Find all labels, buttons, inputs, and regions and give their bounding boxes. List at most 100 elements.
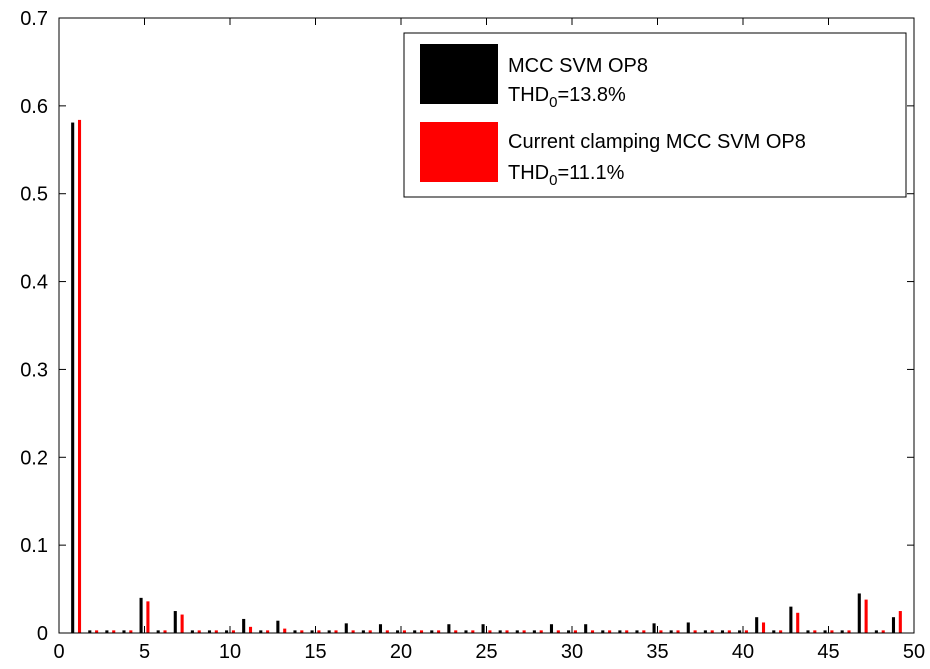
bar-current-clamping-h28 [539, 630, 543, 633]
bar-current-clamping-h13 [283, 628, 287, 633]
bar-mcc-svm-h47 [857, 593, 861, 633]
legend-swatch [420, 44, 498, 104]
bar-current-clamping-h44 [813, 630, 817, 633]
bar-mcc-svm-h2 [88, 630, 92, 633]
x-tick-label: 50 [903, 641, 925, 663]
bar-current-clamping-h35 [659, 630, 663, 633]
bar-mcc-svm-h41 [755, 617, 759, 633]
y-tick-label: 0.5 [20, 184, 48, 206]
bar-current-clamping-h18 [368, 630, 372, 633]
bar-current-clamping-h9 [214, 630, 218, 633]
legend-thd: THD0=13.8% [508, 84, 626, 111]
bar-current-clamping-h12 [266, 630, 270, 633]
bar-mcc-svm-h43 [789, 606, 793, 633]
bar-mcc-svm-h28 [532, 630, 536, 633]
bar-mcc-svm-h44 [806, 630, 810, 633]
bar-mcc-svm-h48 [874, 630, 878, 633]
bar-current-clamping-h10 [231, 630, 235, 633]
bar-mcc-svm-h14 [293, 630, 297, 633]
bar-current-clamping-h22 [437, 630, 441, 633]
legend-label: Current clamping MCC SVM OP8 [508, 131, 806, 153]
bar-mcc-svm-h26 [498, 630, 502, 633]
x-tick-label: 35 [646, 641, 668, 663]
bar-mcc-svm-h17 [344, 623, 348, 633]
bar-current-clamping-h43 [796, 612, 800, 633]
bar-current-clamping-h45 [830, 630, 834, 633]
bar-mcc-svm-h25 [481, 624, 485, 633]
bar-mcc-svm-h39 [720, 630, 725, 633]
y-tick-label: 0.7 [20, 8, 48, 30]
bar-current-clamping-h40 [744, 630, 748, 633]
bar-current-clamping-h25 [488, 630, 492, 633]
bar-mcc-svm-h38 [703, 630, 707, 633]
x-tick-label: 40 [732, 641, 754, 663]
bar-mcc-svm-h24 [464, 630, 468, 633]
bar-mcc-svm-h45 [823, 630, 827, 633]
bar-current-clamping-h1 [77, 119, 82, 633]
y-tick-label: 0.6 [20, 96, 48, 118]
bar-current-clamping-h15 [317, 630, 321, 633]
bar-current-clamping-h23 [454, 630, 458, 633]
bar-current-clamping-h33 [625, 630, 629, 633]
bar-current-clamping-h8 [197, 630, 201, 633]
y-tick-label: 0.3 [20, 359, 48, 381]
bar-mcc-svm-h1 [71, 122, 75, 634]
bar-current-clamping-h31 [590, 630, 595, 633]
bar-current-clamping-h16 [334, 630, 338, 633]
bar-mcc-svm-h19 [378, 624, 383, 633]
bars-group [71, 119, 902, 634]
x-tick-label: 30 [561, 641, 583, 663]
x-tick-label: 10 [219, 641, 241, 663]
legend-label: MCC SVM OP8 [508, 55, 648, 77]
bar-mcc-svm-h42 [772, 630, 776, 633]
x-tick-label: 45 [817, 641, 839, 663]
bar-mcc-svm-h36 [669, 630, 673, 633]
bar-current-clamping-h2 [95, 630, 99, 633]
x-tick-label: 15 [304, 641, 326, 663]
bar-current-clamping-h20 [402, 630, 406, 633]
bar-mcc-svm-h20 [396, 630, 400, 633]
bar-current-clamping-h32 [608, 630, 612, 633]
bar-current-clamping-h11 [248, 626, 253, 633]
bar-mcc-svm-h16 [327, 630, 331, 633]
bar-mcc-svm-h29 [549, 624, 554, 633]
bar-mcc-svm-h35 [652, 623, 656, 633]
bar-mcc-svm-h22 [430, 630, 434, 633]
plot-area-frame [58, 17, 915, 634]
bar-mcc-svm-h31 [584, 624, 588, 633]
bar-current-clamping-h38 [710, 630, 714, 633]
bar-current-clamping-h27 [522, 630, 526, 633]
bar-mcc-svm-h8 [190, 630, 194, 633]
bar-current-clamping-h37 [693, 630, 697, 633]
bar-mcc-svm-h6 [156, 630, 160, 633]
bar-current-clamping-h36 [676, 630, 680, 633]
ticks-group: 0 5 10 15 20 25 30 35 40 45 50 0 0.1 0.2 0.3 0.4 0.5 0.6 0… [20, 8, 925, 663]
bar-mcc-svm-h21 [413, 630, 417, 633]
bar-mcc-svm-h49 [891, 617, 896, 633]
bar-mcc-svm-h12 [259, 630, 263, 633]
bar-mcc-svm-h9 [207, 630, 212, 633]
bar-current-clamping-h47 [864, 599, 868, 633]
x-tick-label: 25 [475, 641, 497, 663]
bar-mcc-svm-h23 [447, 624, 451, 633]
legend-swatch [420, 122, 498, 182]
bar-mcc-svm-h34 [635, 630, 639, 633]
bar-mcc-svm-h46 [840, 630, 844, 633]
x-tick-label: 20 [390, 641, 412, 663]
bar-current-clamping-h26 [505, 630, 509, 633]
bar-current-clamping-h49 [898, 611, 902, 633]
bar-current-clamping-h48 [881, 630, 885, 633]
bar-mcc-svm-h37 [686, 622, 690, 633]
legend: MCC SVM OP8 THD0=13.8% Current clamping MC… [403, 32, 907, 198]
bar-mcc-svm-h4 [122, 630, 126, 633]
bar-current-clamping-h14 [300, 630, 304, 633]
bar-current-clamping-h5 [146, 601, 150, 633]
bar-mcc-svm-h7 [173, 611, 177, 633]
bar-current-clamping-h42 [779, 630, 783, 633]
bar-mcc-svm-h18 [361, 630, 365, 633]
bar-mcc-svm-h15 [310, 630, 314, 633]
bar-current-clamping-h17 [351, 630, 355, 633]
bar-mcc-svm-h3 [105, 630, 109, 633]
bar-mcc-svm-h33 [618, 630, 622, 633]
